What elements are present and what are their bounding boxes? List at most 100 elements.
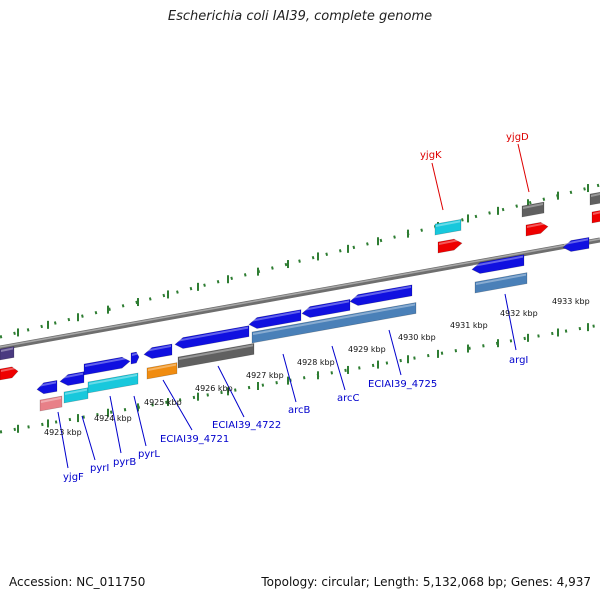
label-leader-line bbox=[517, 143, 530, 193]
ruler-label: 4926 kbp bbox=[195, 384, 233, 393]
gene-label-below[interactable]: pyrL bbox=[138, 449, 160, 460]
ruler-ticks bbox=[17, 184, 589, 433]
gene-label-below[interactable]: pyrI bbox=[90, 463, 109, 474]
ruler-label: 4928 kbp bbox=[297, 358, 335, 367]
gene-highlight bbox=[303, 300, 349, 311]
gene-highlight bbox=[476, 273, 526, 285]
label-leader-line bbox=[388, 329, 402, 376]
gene-highlight bbox=[145, 344, 171, 352]
gene-feature[interactable] bbox=[589, 191, 600, 206]
gene-feature[interactable] bbox=[59, 371, 85, 386]
gene-highlight bbox=[176, 326, 248, 342]
gene-highlight bbox=[179, 344, 253, 360]
label-leader-lines bbox=[57, 143, 530, 469]
label-leader-line bbox=[282, 353, 297, 403]
gene-label-below[interactable]: pyrB bbox=[113, 457, 136, 468]
label-leader-line bbox=[109, 395, 122, 454]
ruler-label: 4930 kbp bbox=[398, 333, 436, 342]
gene-highlight bbox=[38, 381, 56, 387]
label-leader-line bbox=[331, 345, 346, 391]
upper-dotted-line bbox=[0, 183, 600, 339]
label-leader-line bbox=[504, 293, 517, 351]
gene-feature[interactable] bbox=[525, 222, 549, 237]
gene-highlight bbox=[593, 211, 600, 215]
gene-highlight bbox=[61, 372, 83, 379]
gene-feature[interactable] bbox=[83, 356, 131, 376]
dotted-guide-lines bbox=[0, 183, 600, 434]
gene-feature[interactable] bbox=[248, 309, 302, 329]
label-leader-line bbox=[81, 415, 96, 461]
gene-feature[interactable] bbox=[130, 351, 140, 365]
gene-feature[interactable] bbox=[251, 302, 417, 344]
gene-highlight bbox=[132, 352, 138, 356]
gene-highlight bbox=[523, 203, 543, 209]
gene-highlight bbox=[436, 220, 460, 227]
label-leader-line bbox=[162, 379, 193, 431]
ruler-label: 4923 kbp bbox=[44, 428, 82, 437]
ruler-label: 4929 kbp bbox=[348, 345, 386, 354]
gene-feature[interactable] bbox=[39, 395, 63, 412]
gene-features bbox=[0, 191, 600, 412]
label-leader-line bbox=[133, 395, 147, 447]
gene-highlight bbox=[1, 347, 13, 352]
gene-highlight bbox=[253, 303, 415, 335]
genome-summary-text: Topology: circular; Length: 5,132,068 bp… bbox=[261, 575, 591, 589]
gene-highlight bbox=[351, 285, 411, 299]
gene-label-above[interactable]: yjgD bbox=[506, 132, 529, 143]
gene-highlight bbox=[473, 255, 523, 267]
gene-feature[interactable] bbox=[591, 210, 600, 224]
label-leader-line bbox=[57, 411, 69, 469]
gene-highlight bbox=[250, 310, 300, 322]
gene-feature[interactable] bbox=[63, 387, 89, 404]
gene-highlight bbox=[41, 397, 61, 403]
genome-backbone-highlight bbox=[0, 238, 600, 348]
gene-highlight bbox=[148, 363, 176, 371]
gene-label-below[interactable]: argI bbox=[509, 355, 528, 366]
gene-feature[interactable] bbox=[349, 284, 413, 306]
gene-feature[interactable] bbox=[521, 201, 545, 218]
gene-feature[interactable] bbox=[146, 362, 178, 380]
ruler-label: 4925 kbp bbox=[144, 398, 182, 407]
gene-feature[interactable] bbox=[177, 342, 255, 369]
gene-feature[interactable] bbox=[36, 380, 58, 395]
gene-feature[interactable] bbox=[474, 272, 528, 294]
gene-highlight bbox=[65, 388, 87, 395]
gene-highlight bbox=[564, 238, 588, 245]
gene-feature[interactable] bbox=[87, 372, 139, 394]
gene-feature[interactable] bbox=[471, 254, 525, 274]
gene-label-below[interactable]: yjgF bbox=[63, 472, 84, 483]
ruler-label: 4927 kbp bbox=[246, 371, 284, 380]
ruler-label: 4924 kbp bbox=[94, 414, 132, 423]
ruler-labels: 4923 kbp 4924 kbp 4925 kbp 4926 kbp 4927 kbp… bbox=[44, 297, 590, 437]
gene-feature[interactable] bbox=[562, 236, 590, 252]
gene-feature[interactable] bbox=[437, 238, 463, 254]
gene-feature[interactable] bbox=[0, 366, 19, 381]
gene-feature[interactable] bbox=[301, 299, 351, 318]
genome-backbone bbox=[0, 237, 600, 351]
ruler-label: 4933 kbp bbox=[552, 297, 590, 306]
gene-highlight bbox=[85, 356, 129, 367]
ruler-label: 4931 kbp bbox=[450, 321, 488, 330]
gene-label-below[interactable]: arcB bbox=[288, 405, 311, 416]
gene-feature[interactable] bbox=[434, 218, 462, 236]
accession-text: Accession: NC_011750 bbox=[9, 575, 146, 589]
gene-feature[interactable] bbox=[0, 346, 15, 361]
gene-highlight bbox=[439, 238, 461, 245]
gene-highlight bbox=[1, 366, 17, 372]
gene-label-below[interactable]: arcC bbox=[337, 393, 360, 404]
gene-label-below[interactable]: ECIAI39_4721 bbox=[160, 434, 229, 445]
gene-label-below[interactable]: ECIAI39_4722 bbox=[212, 420, 281, 431]
ruler-label: 4932 kbp bbox=[500, 309, 538, 318]
gene-feature[interactable] bbox=[143, 343, 173, 359]
map-title: Escherichia coli IAI39, complete genome bbox=[167, 9, 433, 24]
label-leader-line bbox=[217, 365, 245, 418]
gene-feature[interactable] bbox=[174, 325, 250, 349]
gene-highlight bbox=[89, 374, 137, 385]
label-leader-line bbox=[431, 162, 444, 211]
gene-highlight bbox=[527, 222, 547, 228]
gene-label-above[interactable]: yjgK bbox=[420, 150, 442, 161]
gene-label-below[interactable]: ECIAI39_4725 bbox=[368, 379, 437, 390]
gene-highlight bbox=[591, 193, 600, 197]
